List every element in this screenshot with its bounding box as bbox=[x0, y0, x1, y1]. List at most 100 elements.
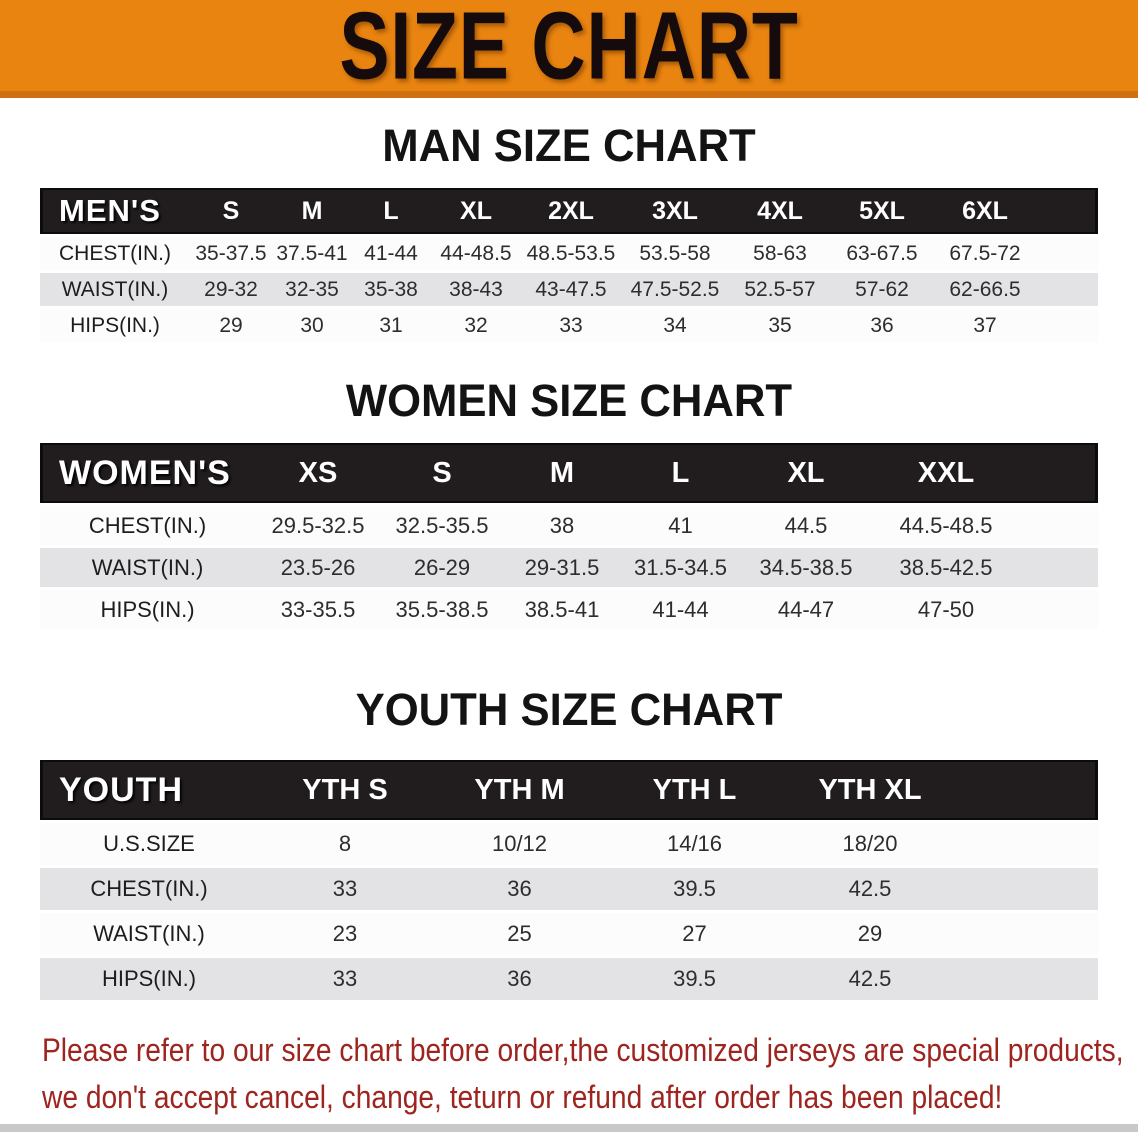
men-size-2xl: 2XL bbox=[522, 188, 620, 234]
cell: 29.5-32.5 bbox=[255, 506, 381, 545]
women-size-xxl: XXL bbox=[872, 443, 1020, 503]
filler-cell bbox=[1036, 309, 1098, 342]
row-label: CHEST(IN.) bbox=[40, 868, 258, 910]
men-size-l: L bbox=[352, 188, 430, 234]
cell: 37 bbox=[934, 309, 1036, 342]
filler-cell bbox=[958, 913, 1098, 955]
women-hips-row: HIPS(IN.) 33-35.5 35.5-38.5 38.5-41 41-4… bbox=[40, 590, 1098, 629]
youth-header-row: YOUTH YTH S YTH M YTH L YTH XL bbox=[40, 760, 1098, 820]
cell: 38 bbox=[503, 506, 621, 545]
cell: 41-44 bbox=[352, 237, 430, 270]
cell: 32-35 bbox=[272, 273, 352, 306]
cell: 38.5-42.5 bbox=[872, 548, 1020, 587]
row-label: CHEST(IN.) bbox=[40, 237, 190, 270]
filler-cell bbox=[1020, 590, 1098, 629]
women-size-m: M bbox=[503, 443, 621, 503]
women-header-row: WOMEN'S XS S M L XL XXL bbox=[40, 443, 1098, 503]
row-label: WAIST(IN.) bbox=[40, 548, 255, 587]
cell: 14/16 bbox=[607, 823, 782, 865]
cell: 53.5-58 bbox=[620, 237, 730, 270]
cell: 44.5-48.5 bbox=[872, 506, 1020, 545]
cell: 42.5 bbox=[782, 868, 958, 910]
cell: 32 bbox=[430, 309, 522, 342]
disclaimer: Please refer to our size chart before or… bbox=[42, 1027, 1138, 1121]
filler-cell bbox=[958, 868, 1098, 910]
men-size-4xl: 4XL bbox=[730, 188, 830, 234]
men-size-s: S bbox=[190, 188, 272, 234]
disclaimer-line-2: we don't accept cancel, change, teturn o… bbox=[42, 1079, 1003, 1115]
cell: 67.5-72 bbox=[934, 237, 1036, 270]
women-size-xl: XL bbox=[740, 443, 872, 503]
women-header-label: WOMEN'S bbox=[40, 443, 255, 503]
cell: 36 bbox=[432, 958, 607, 1000]
cell: 58-63 bbox=[730, 237, 830, 270]
cell: 8 bbox=[258, 823, 432, 865]
cell: 52.5-57 bbox=[730, 273, 830, 306]
banner-title: SIZE CHART bbox=[339, 0, 799, 99]
man-size-chart-title: MAN SIZE CHART bbox=[382, 120, 756, 171]
cell: 29 bbox=[190, 309, 272, 342]
row-label: HIPS(IN.) bbox=[40, 590, 255, 629]
cell: 35 bbox=[730, 309, 830, 342]
cell: 33-35.5 bbox=[255, 590, 381, 629]
cell: 29 bbox=[782, 913, 958, 955]
cell: 42.5 bbox=[782, 958, 958, 1000]
men-size-3xl: 3XL bbox=[620, 188, 730, 234]
cell: 35.5-38.5 bbox=[381, 590, 503, 629]
cell: 33 bbox=[258, 868, 432, 910]
cell: 44-48.5 bbox=[430, 237, 522, 270]
youth-size-l: YTH L bbox=[607, 760, 782, 820]
cell: 41-44 bbox=[621, 590, 740, 629]
filler-cell bbox=[1036, 273, 1098, 306]
cell: 62-66.5 bbox=[934, 273, 1036, 306]
youth-hips-row: HIPS(IN.) 33 36 39.5 42.5 bbox=[40, 958, 1098, 1000]
disclaimer-line-1: Please refer to our size chart before or… bbox=[42, 1032, 1124, 1068]
filler-cell bbox=[1020, 548, 1098, 587]
men-size-table: MEN'S S M L XL 2XL 3XL 4XL 5XL 6XL CHEST… bbox=[40, 185, 1098, 345]
women-chest-row: CHEST(IN.) 29.5-32.5 32.5-35.5 38 41 44.… bbox=[40, 506, 1098, 545]
women-waist-row: WAIST(IN.) 23.5-26 26-29 29-31.5 31.5-34… bbox=[40, 548, 1098, 587]
cell: 34.5-38.5 bbox=[740, 548, 872, 587]
filler-cell bbox=[1036, 237, 1098, 270]
cell: 36 bbox=[830, 309, 934, 342]
cell: 35-38 bbox=[352, 273, 430, 306]
youth-chest-row: CHEST(IN.) 33 36 39.5 42.5 bbox=[40, 868, 1098, 910]
row-label: CHEST(IN.) bbox=[40, 506, 255, 545]
size-chart-banner: SIZE CHART bbox=[0, 0, 1138, 98]
cell: 39.5 bbox=[607, 958, 782, 1000]
cell: 33 bbox=[522, 309, 620, 342]
cell: 44-47 bbox=[740, 590, 872, 629]
cell: 23 bbox=[258, 913, 432, 955]
cell: 41 bbox=[621, 506, 740, 545]
women-size-xs: XS bbox=[255, 443, 381, 503]
filler-cell bbox=[958, 958, 1098, 1000]
men-size-6xl: 6XL bbox=[934, 188, 1036, 234]
cell: 10/12 bbox=[432, 823, 607, 865]
youth-size-s: YTH S bbox=[258, 760, 432, 820]
youth-size-chart-title: YOUTH SIZE CHART bbox=[355, 684, 783, 735]
cell: 37.5-41 bbox=[272, 237, 352, 270]
cell: 47.5-52.5 bbox=[620, 273, 730, 306]
filler-cell bbox=[958, 760, 1098, 820]
cell: 38.5-41 bbox=[503, 590, 621, 629]
filler-cell bbox=[1020, 443, 1098, 503]
cell: 18/20 bbox=[782, 823, 958, 865]
cell: 25 bbox=[432, 913, 607, 955]
row-label: HIPS(IN.) bbox=[40, 309, 190, 342]
cell: 39.5 bbox=[607, 868, 782, 910]
cell: 31 bbox=[352, 309, 430, 342]
row-label: HIPS(IN.) bbox=[40, 958, 258, 1000]
cell: 29-32 bbox=[190, 273, 272, 306]
cell: 32.5-35.5 bbox=[381, 506, 503, 545]
cell: 36 bbox=[432, 868, 607, 910]
filler-cell bbox=[958, 823, 1098, 865]
cell: 26-29 bbox=[381, 548, 503, 587]
women-size-chart-title: WOMEN SIZE CHART bbox=[345, 375, 793, 426]
cell: 43-47.5 bbox=[522, 273, 620, 306]
men-size-m: M bbox=[272, 188, 352, 234]
cell: 33 bbox=[258, 958, 432, 1000]
cell: 47-50 bbox=[872, 590, 1020, 629]
cell: 29-31.5 bbox=[503, 548, 621, 587]
youth-size-table: YOUTH YTH S YTH M YTH L YTH XL U.S.SIZE … bbox=[40, 757, 1098, 1003]
youth-waist-row: WAIST(IN.) 23 25 27 29 bbox=[40, 913, 1098, 955]
